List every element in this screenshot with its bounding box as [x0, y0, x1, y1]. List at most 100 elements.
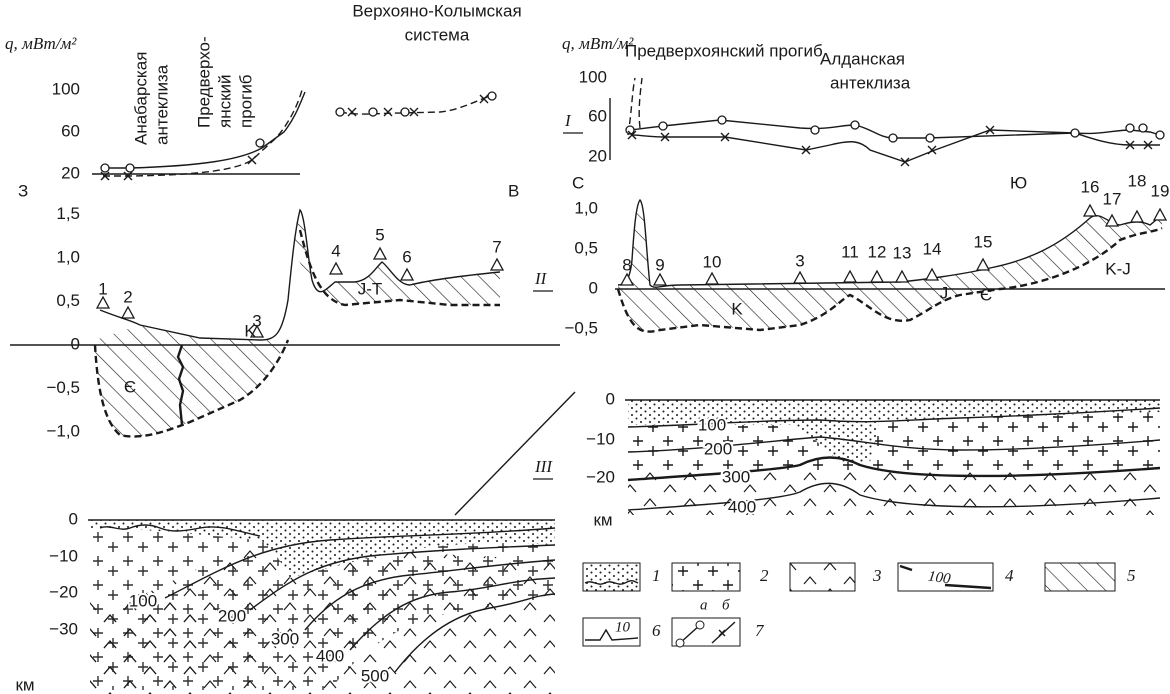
right-relief	[615, 200, 1165, 332]
station-number: 9	[655, 255, 664, 274]
tick-label: −10	[49, 546, 78, 565]
legend-swatch	[672, 563, 740, 591]
direction-label: С	[572, 173, 584, 192]
station-marker	[330, 263, 342, 274]
axis-label: q, мВт/м²	[5, 34, 77, 53]
tick-label: −10	[586, 429, 615, 448]
unit-label: K	[731, 299, 743, 318]
tick-label: 0,5	[56, 291, 80, 310]
isotherm-label: 300	[271, 629, 299, 648]
station-marker	[896, 271, 908, 282]
circle-marker	[659, 122, 667, 130]
legend-sample: 10	[615, 619, 631, 635]
profile-numeral: II	[534, 269, 548, 288]
direction-label: Ю	[1010, 173, 1027, 192]
circle-marker	[926, 134, 934, 142]
station-marker	[97, 297, 109, 308]
station-marker	[491, 259, 503, 270]
station-number: 3	[795, 251, 804, 270]
circle-marker	[811, 126, 819, 134]
station-marker	[926, 269, 938, 280]
station-marker	[1131, 211, 1143, 222]
station-number: 18	[1128, 171, 1147, 190]
isotherm-label: 100	[698, 415, 726, 434]
connector-line	[455, 392, 575, 515]
unit-label: км	[15, 675, 34, 694]
legend-circle	[676, 639, 684, 647]
station-number: 14	[923, 239, 942, 258]
station-marker	[871, 271, 883, 282]
tick-label: 0	[589, 278, 598, 297]
station-number: 4	[331, 241, 340, 260]
legend-swatch	[583, 618, 640, 646]
station-number: 19	[1151, 181, 1170, 200]
circle-marker	[1139, 124, 1147, 132]
page: Heat flow and relief profiles {"left": {…	[0, 0, 1170, 694]
circle-marker	[1126, 124, 1134, 132]
unit-label: км	[593, 510, 612, 529]
circle-marker	[851, 121, 859, 129]
circle-marker	[889, 134, 897, 142]
tick-label: −0,5	[46, 378, 80, 397]
tick-label: 0	[69, 509, 78, 528]
left-relief	[10, 210, 560, 437]
station-number: 6	[402, 247, 411, 266]
legend-circle	[696, 621, 704, 629]
page-body: q, мВт/м²q, мВт/м²10060201006020Анабарск…	[0, 0, 1170, 694]
tick-label: 60	[588, 106, 607, 125]
unit-label: Є	[124, 377, 136, 396]
region-label: Алданская	[820, 49, 905, 68]
tick-label: −30	[49, 619, 78, 638]
tick-label: −0,5	[564, 318, 598, 337]
circle-marker	[718, 116, 726, 124]
legend-swatch	[1045, 563, 1115, 591]
legend-sample: а	[700, 597, 708, 613]
station-number: 12	[868, 242, 887, 261]
region-label: антеклиза	[830, 73, 911, 92]
legend	[583, 563, 1115, 647]
tick-label: 1,5	[56, 204, 80, 223]
tick-label: 60	[61, 121, 80, 140]
isotherm-label: 100	[129, 591, 157, 610]
circle-marker	[101, 164, 109, 172]
cross-marker	[410, 108, 418, 116]
tick-label: 20	[588, 146, 607, 165]
isotherm-label: 500	[361, 666, 389, 685]
circle-marker	[336, 108, 344, 116]
station-marker	[1084, 205, 1096, 216]
direction-label: З	[18, 181, 28, 200]
station-marker	[706, 273, 718, 284]
tick-label: 100	[579, 67, 607, 86]
tick-label: 1,0	[56, 247, 80, 266]
unit-label: J-T	[358, 279, 383, 298]
region-label: Предверхоянский прогиб	[625, 41, 823, 60]
cross-marker	[384, 108, 392, 116]
unit-label: Є	[980, 285, 992, 304]
basalt-layer	[628, 470, 1160, 515]
region-label: янский	[215, 74, 234, 128]
hatched-area	[618, 200, 1162, 332]
circle-marker	[488, 92, 496, 100]
cross-marker	[348, 108, 356, 116]
station-number: 10	[703, 252, 722, 271]
legend-sample: 100	[927, 569, 952, 588]
tick-label: 100	[52, 79, 80, 98]
unit-label: K	[244, 321, 256, 340]
station-marker	[374, 248, 386, 259]
region-label: Верхояно-Колымская	[352, 1, 521, 20]
station-marker	[654, 274, 666, 285]
region-label: Анабарская	[131, 52, 150, 145]
circle-marker	[401, 108, 409, 116]
region-label: антеклиза	[152, 64, 171, 145]
tick-label: −1,0	[46, 421, 80, 440]
legend-number: 4	[1005, 566, 1014, 585]
station-number: 17	[1103, 189, 1122, 208]
heat-flow-curve	[639, 78, 642, 128]
tick-label: 20	[61, 163, 80, 182]
station-number: 15	[974, 232, 993, 251]
station-marker	[401, 269, 413, 280]
station-marker	[122, 307, 134, 318]
cross-marker	[248, 156, 256, 164]
legend-cross	[719, 630, 725, 636]
tick-label: 0	[606, 389, 615, 408]
